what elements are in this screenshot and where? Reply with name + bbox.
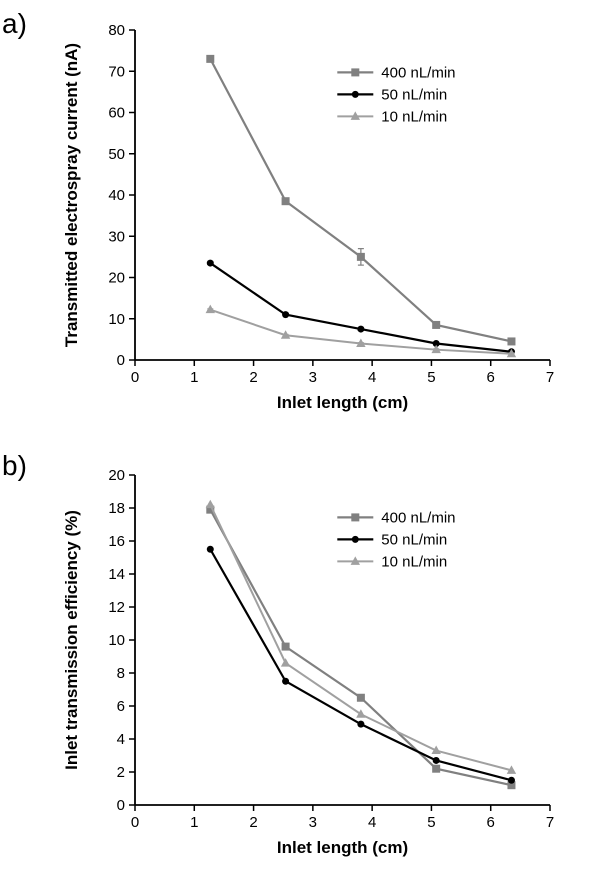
y-tick-label: 8 (117, 665, 125, 682)
panel-b-label: b) (2, 450, 27, 482)
data-marker (206, 55, 214, 63)
x-tick-label: 7 (546, 369, 554, 386)
y-tick-label: 2 (117, 764, 125, 781)
data-marker (207, 546, 214, 553)
data-marker (282, 197, 290, 205)
data-marker (507, 337, 515, 345)
x-tick-label: 1 (190, 369, 198, 386)
data-marker (352, 536, 359, 543)
x-tick-label: 4 (368, 369, 376, 386)
y-axis-label: Inlet transmission efficiency (%) (62, 510, 81, 770)
data-marker (206, 305, 215, 313)
y-tick-label: 4 (117, 731, 125, 748)
y-tick-label: 50 (108, 146, 125, 163)
x-tick-label: 6 (487, 369, 495, 386)
y-tick-label: 70 (108, 63, 125, 80)
chart-a: 0123456701020304050607080Inlet length (c… (40, 10, 580, 430)
y-tick-label: 80 (108, 22, 125, 39)
y-tick-label: 60 (108, 105, 125, 122)
data-marker (281, 658, 290, 666)
data-marker (357, 326, 364, 333)
x-tick-label: 5 (427, 814, 435, 831)
y-tick-label: 16 (108, 533, 125, 550)
x-tick-label: 0 (131, 814, 139, 831)
data-marker (433, 757, 440, 764)
figure-container: a) 0123456701020304050607080Inlet length… (0, 0, 601, 894)
legend-label: 10 nL/min (381, 108, 447, 125)
data-marker (282, 643, 290, 651)
x-tick-label: 3 (309, 814, 317, 831)
y-tick-label: 20 (108, 467, 125, 484)
y-tick-label: 0 (117, 352, 125, 369)
panel-a-label: a) (2, 8, 27, 40)
y-tick-label: 0 (117, 797, 125, 814)
x-tick-label: 6 (487, 814, 495, 831)
y-tick-label: 12 (108, 599, 125, 616)
x-tick-label: 3 (309, 369, 317, 386)
x-tick-label: 2 (249, 814, 257, 831)
chart-b: 0123456702468101214161820Inlet length (c… (40, 455, 580, 875)
y-tick-label: 6 (117, 698, 125, 715)
series-line (210, 510, 511, 786)
data-marker (432, 765, 440, 773)
data-marker (432, 321, 440, 329)
x-axis-label: Inlet length (cm) (277, 393, 408, 412)
y-tick-label: 14 (108, 566, 125, 583)
series-line (210, 59, 511, 342)
legend-label: 10 nL/min (381, 553, 447, 570)
y-tick-label: 20 (108, 270, 125, 287)
x-axis-label: Inlet length (cm) (277, 838, 408, 857)
data-marker (206, 500, 215, 508)
x-tick-label: 0 (131, 369, 139, 386)
series-line (210, 263, 511, 352)
x-tick-label: 1 (190, 814, 198, 831)
data-marker (356, 709, 365, 717)
y-tick-label: 30 (108, 228, 125, 245)
legend-label: 50 nL/min (381, 86, 447, 103)
y-tick-label: 10 (108, 632, 125, 649)
legend-label: 50 nL/min (381, 531, 447, 548)
data-marker (351, 513, 359, 521)
y-tick-label: 18 (108, 500, 125, 517)
data-marker (357, 721, 364, 728)
y-tick-label: 10 (108, 311, 125, 328)
x-tick-label: 4 (368, 814, 376, 831)
data-marker (352, 91, 359, 98)
data-marker (282, 311, 289, 318)
y-axis-label: Transmitted electrospray current (nA) (62, 43, 81, 347)
series-line (210, 549, 511, 780)
data-marker (207, 260, 214, 267)
x-tick-label: 2 (249, 369, 257, 386)
legend-label: 400 nL/min (381, 509, 455, 526)
x-tick-label: 7 (546, 814, 554, 831)
x-tick-label: 5 (427, 369, 435, 386)
data-marker (282, 678, 289, 685)
data-marker (351, 68, 359, 76)
data-marker (357, 694, 365, 702)
data-marker (357, 253, 365, 261)
legend-label: 400 nL/min (381, 64, 455, 81)
series-line (210, 505, 511, 771)
data-marker (508, 777, 515, 784)
y-tick-label: 40 (108, 187, 125, 204)
